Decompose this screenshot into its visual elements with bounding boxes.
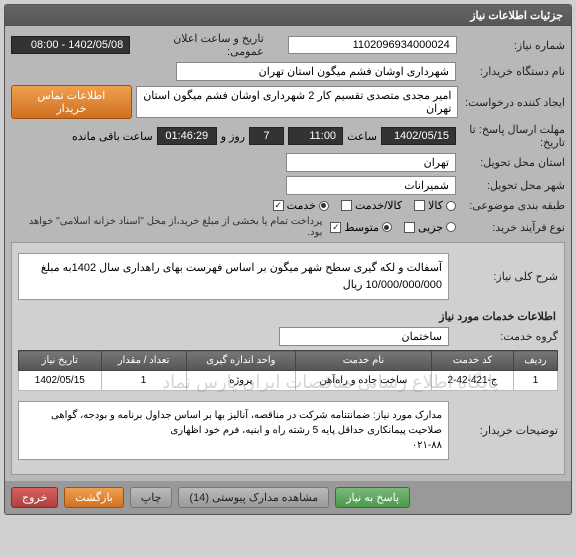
deadline-time-field: 11:00 — [288, 127, 343, 145]
process-medium-radio[interactable]: متوسط — [330, 221, 392, 234]
respond-button[interactable]: پاسخ به نیاز — [335, 487, 410, 508]
cell-code: ج-421-42-2 — [431, 371, 513, 391]
radio-icon — [446, 222, 456, 232]
cell-name: ساخت جاده و راه‌آهن — [296, 371, 432, 391]
days-remaining-field: 7 — [249, 127, 284, 145]
row-request-creator: ایجاد کننده درخواست: امیر مجدی متصدی تقس… — [11, 85, 565, 119]
process-small-check — [404, 222, 415, 233]
table-header-row: ردیف کد خدمت نام خدمت واحد اندازه گیری ت… — [19, 351, 558, 371]
details-panel: جزئیات اطلاعات نیاز شماره نیاز: 11020969… — [4, 4, 572, 515]
deadline-date-field: 1402/05/15 — [381, 127, 456, 145]
need-number-label: شماره نیاز: — [461, 39, 565, 52]
buyer-notes-field: مدارک مورد نیاز: ضمانتنامه شرکت در مناقص… — [18, 401, 449, 460]
services-section-title: اطلاعات خدمات مورد نیاز — [20, 310, 556, 323]
radio-icon — [382, 222, 392, 232]
request-creator-field: امیر مجدی متصدی تقسیم کار 2 شهرداری اوشا… — [136, 86, 459, 118]
time-remaining-field: 01:46:29 — [157, 127, 217, 145]
category-service-text: خدمت — [287, 199, 316, 212]
category-goods-service-radio[interactable]: کالا/خدمت — [341, 199, 402, 212]
cell-unit: پروژه — [186, 371, 296, 391]
col-code: کد خدمت — [431, 351, 513, 371]
need-details-box: شرح کلی نیاز: آسفالت و لکه گیری سطح شهر … — [11, 242, 565, 475]
back-button[interactable]: بازگشت — [64, 487, 124, 508]
col-name: نام خدمت — [296, 351, 432, 371]
row-service-group: گروه خدمت: ساختمان — [18, 327, 558, 346]
buyer-org-label: نام دستگاه خریدار: — [460, 65, 565, 78]
category-goods-text: کالا — [428, 199, 443, 212]
col-date: تاریخ نیاز — [19, 351, 102, 371]
row-process: نوع فرآیند خرید: جزیی متوسط پرداخت تمام … — [11, 216, 565, 238]
request-creator-label: ایجاد کننده درخواست: — [462, 96, 565, 109]
process-medium-text: متوسط — [344, 221, 379, 234]
category-goods-service-text: کالا/خدمت — [355, 199, 402, 212]
category-label: طبقه بندی موضوعی: — [460, 199, 565, 212]
col-unit: واحد اندازه گیری — [186, 351, 296, 371]
buyer-org-field: شهرداری اوشان فشم میگون استان تهران — [176, 62, 456, 81]
col-row: ردیف — [514, 351, 558, 371]
panel-header: جزئیات اطلاعات نیاز — [5, 5, 571, 26]
exit-button[interactable]: خروج — [11, 487, 58, 508]
cell-date: 1402/05/15 — [19, 371, 102, 391]
deadline-label: مهلت ارسال پاسخ: تا تاریخ: — [460, 123, 565, 149]
process-radio-group: جزیی متوسط — [330, 221, 456, 234]
row-buyer-org: نام دستگاه خریدار: شهرداری اوشان فشم میگ… — [11, 62, 565, 81]
city-label: شهر محل تحویل: — [460, 179, 565, 192]
days-label: روز و — [221, 130, 245, 143]
radio-icon — [319, 201, 329, 211]
row-need-number: شماره نیاز: 1102096934000024 تاریخ و ساع… — [11, 32, 565, 58]
category-goods-service-check — [341, 200, 352, 211]
need-number-field: 1102096934000024 — [288, 36, 457, 54]
row-deadline: مهلت ارسال پاسخ: تا تاریخ: 1402/05/15 سا… — [11, 123, 565, 149]
row-need-desc: شرح کلی نیاز: آسفالت و لکه گیری سطح شهر … — [18, 249, 558, 304]
radio-icon — [446, 201, 456, 211]
category-goods-radio[interactable]: کالا — [414, 199, 456, 212]
panel-body: شماره نیاز: 1102096934000024 تاریخ و ساع… — [5, 26, 571, 481]
announce-label: تاریخ و ساعت اعلان عمومی: — [134, 32, 263, 58]
remaining-label: ساعت باقی مانده — [72, 130, 153, 143]
row-category: طبقه بندی موضوعی: کالا کالا/خدمت خدمت — [11, 199, 565, 212]
print-button[interactable]: چاپ — [130, 487, 173, 508]
cell-qty: 1 — [101, 371, 186, 391]
col-qty: تعداد / مقدار — [101, 351, 186, 371]
footer-buttons: پاسخ به نیاز مشاهده مدارک پیوستی (14) چا… — [5, 481, 571, 514]
cell-row: 1 — [514, 371, 558, 391]
need-desc-label: شرح کلی نیاز: — [453, 270, 558, 283]
category-service-radio[interactable]: خدمت — [273, 199, 329, 212]
services-table: ردیف کد خدمت نام خدمت واحد اندازه گیری ت… — [18, 350, 558, 391]
announce-field: 1402/05/08 - 08:00 — [11, 36, 130, 54]
province-field: تهران — [286, 153, 456, 172]
payment-note: پرداخت تمام یا بخشی از مبلغ خرید،از محل … — [11, 216, 322, 238]
category-radio-group: کالا کالا/خدمت خدمت — [273, 199, 456, 212]
table-row[interactable]: 1 ج-421-42-2 ساخت جاده و راه‌آهن پروژه 1… — [19, 371, 558, 391]
city-field: شمیرانات — [286, 176, 456, 195]
service-group-label: گروه خدمت: — [453, 330, 558, 343]
row-province: استان محل تحویل: تهران — [11, 153, 565, 172]
province-label: استان محل تحویل: — [460, 156, 565, 169]
services-table-wrap: ردیف کد خدمت نام خدمت واحد اندازه گیری ت… — [18, 350, 558, 391]
service-group-field: ساختمان — [279, 327, 449, 346]
panel-title: جزئیات اطلاعات نیاز — [470, 10, 563, 22]
category-goods-check — [414, 200, 425, 211]
deadline-time-label: ساعت — [347, 130, 377, 143]
category-service-check — [273, 200, 284, 211]
process-small-text: جزیی — [418, 221, 443, 234]
attachments-button[interactable]: مشاهده مدارک پیوستی (14) — [178, 487, 329, 508]
buyer-notes-label: توضیحات خریدار: — [453, 424, 558, 437]
process-label: نوع فرآیند خرید: — [460, 221, 565, 234]
process-medium-check — [330, 222, 341, 233]
process-small-radio[interactable]: جزیی — [404, 221, 456, 234]
need-desc-field: آسفالت و لکه گیری سطح شهر میگون بر اساس … — [18, 253, 449, 300]
row-buyer-notes: توضیحات خریدار: مدارک مورد نیاز: ضمانتنا… — [18, 397, 558, 464]
row-city: شهر محل تحویل: شمیرانات — [11, 176, 565, 195]
contact-buyer-button[interactable]: اطلاعات تماس خریدار — [11, 85, 132, 119]
